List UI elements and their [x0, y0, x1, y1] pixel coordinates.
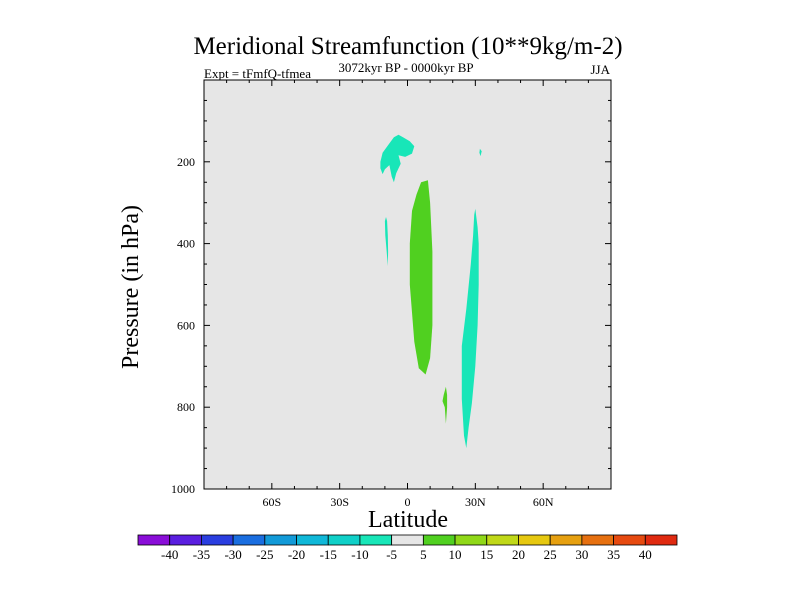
contour-region-neg-cell-sw [384, 217, 389, 267]
colorbar-swatch [169, 534, 202, 546]
colorbar-label: -15 [320, 547, 337, 562]
axis-ticks: 60S 30S 0 30N 60N 200 400 600 800 1000 [171, 80, 612, 509]
time-range-label: 3072kyr BP - 0000kyr BP [338, 60, 473, 75]
colorbar-swatch [201, 534, 234, 546]
colorbar-swatch [391, 534, 424, 546]
colorbar-swatch [613, 534, 646, 546]
colorbar-swatch [232, 534, 266, 546]
x-tick-label: 30N [465, 495, 486, 509]
colorbar-swatch [327, 534, 361, 546]
y-tick-label: 600 [177, 318, 195, 332]
contour-region-neg-cell-upper [380, 134, 415, 183]
colorbar-label: -40 [161, 547, 178, 562]
y-tick-label: 800 [177, 400, 195, 414]
colorbar-label: 30 [575, 547, 588, 562]
experiment-label: Expt = tFmfQ-tfmea [204, 66, 311, 81]
colorbar-label: -5 [386, 547, 397, 562]
colorbar-label: -20 [288, 547, 305, 562]
colorbar-swatch [137, 534, 171, 546]
colorbar-swatch [644, 534, 678, 546]
colorbar-label: 5 [420, 547, 427, 562]
season-label: JJA [590, 62, 610, 77]
colorbar-label: -35 [193, 547, 210, 562]
contour-region-pos-cell-small [442, 386, 448, 424]
y-tick-label: 200 [177, 155, 195, 169]
colorbar-label: -25 [256, 547, 273, 562]
x-tick-label: 0 [405, 495, 411, 509]
colorbar-label: 25 [544, 547, 557, 562]
colorbar-label: 20 [512, 547, 525, 562]
colorbar-label: 15 [480, 547, 493, 562]
x-axis-label: Latitude [368, 507, 448, 533]
colorbar-swatch [549, 534, 583, 546]
y-axis-label: Pressure (in hPa) [118, 205, 144, 369]
x-tick-label: 30S [330, 495, 349, 509]
x-tick-label: 60N [533, 495, 554, 509]
colorbar-swatch [454, 534, 488, 546]
colorbar-swatch [422, 534, 456, 546]
colorbar-swatch [486, 534, 519, 546]
contour-region-neg-cell-small-ne [479, 148, 482, 157]
y-tick-label: 1000 [171, 482, 195, 496]
colorbar: -40 -35 -30 -25 -20 -15 -10 -5 5 10 15 20 25 30 35 40 [137, 534, 678, 562]
y-tick-label: 400 [177, 237, 195, 251]
contour-region-neg-cell-nh [461, 208, 479, 449]
colorbar-label: -10 [351, 547, 368, 562]
colorbar-label: -30 [224, 547, 241, 562]
colorbar-label: 40 [639, 547, 652, 562]
colorbar-label: 35 [607, 547, 620, 562]
chart-title: Meridional Streamfunction (10**9kg/m-2) [193, 33, 622, 60]
colorbar-swatch [296, 534, 329, 546]
x-tick-label: 60S [262, 495, 281, 509]
colorbar-swatch [264, 534, 297, 546]
colorbar-swatch [581, 534, 614, 546]
contour-regions [380, 134, 482, 449]
contour-region-pos-cell-tropical [409, 180, 433, 375]
colorbar-label: 10 [449, 547, 462, 562]
colorbar-swatch [359, 534, 393, 546]
colorbar-swatch [518, 534, 551, 546]
